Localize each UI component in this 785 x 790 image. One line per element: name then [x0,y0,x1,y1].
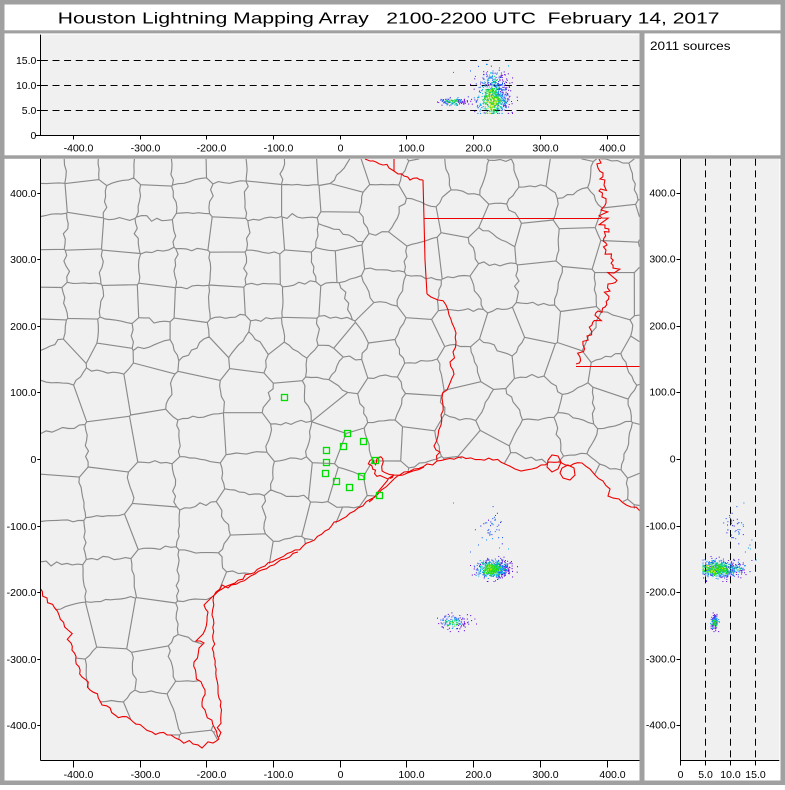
svg-text:100.0: 100.0 [649,387,675,399]
svg-text:-200.0: -200.0 [197,143,227,155]
svg-text:-400.0: -400.0 [64,769,94,781]
svg-text:300.0: 300.0 [649,254,675,266]
svg-text:2011 sources: 2011 sources [650,41,731,53]
svg-text:-100.0: -100.0 [264,143,294,155]
svg-text:300.0: 300.0 [532,143,558,155]
svg-text:300.0: 300.0 [532,769,558,781]
svg-text:200.0: 200.0 [649,321,675,333]
svg-text:-400.0: -400.0 [646,720,676,732]
svg-text:10.0: 10.0 [720,769,741,781]
svg-text:15.0: 15.0 [16,55,37,67]
svg-text:200.0: 200.0 [465,143,491,155]
svg-text:-300.0: -300.0 [131,143,161,155]
svg-text:-400.0: -400.0 [64,143,94,155]
svg-text:200.0: 200.0 [465,769,491,781]
svg-text:-100.0: -100.0 [646,521,676,533]
svg-text:5.0: 5.0 [698,769,713,781]
svg-text:-100.0: -100.0 [264,769,294,781]
svg-text:100.0: 100.0 [398,143,424,155]
svg-text:400.0: 400.0 [599,143,625,155]
svg-text:-300.0: -300.0 [646,654,676,666]
svg-text:100.0: 100.0 [10,387,36,399]
svg-text:Houston Lightning Mapping Arra: Houston Lightning Mapping Array 2100-220… [58,11,720,28]
svg-text:-200.0: -200.0 [7,587,37,599]
svg-text:10.0: 10.0 [16,80,37,92]
svg-text:400.0: 400.0 [10,188,36,200]
svg-text:-300.0: -300.0 [7,654,37,666]
svg-text:400.0: 400.0 [599,769,625,781]
svg-text:-200.0: -200.0 [197,769,227,781]
svg-text:400.0: 400.0 [649,188,675,200]
svg-text:-100.0: -100.0 [7,521,37,533]
svg-text:100.0: 100.0 [398,769,424,781]
svg-text:15.0: 15.0 [745,769,766,781]
svg-text:0: 0 [670,454,676,466]
svg-text:300.0: 300.0 [10,254,36,266]
svg-text:5.0: 5.0 [22,105,37,117]
svg-text:0: 0 [31,454,37,466]
svg-text:200.0: 200.0 [10,321,36,333]
svg-text:-200.0: -200.0 [646,587,676,599]
svg-text:0: 0 [678,769,684,781]
svg-text:-400.0: -400.0 [7,720,37,732]
svg-text:-300.0: -300.0 [131,769,161,781]
svg-text:0: 0 [338,143,344,155]
svg-text:0: 0 [338,769,344,781]
svg-text:0: 0 [31,130,37,142]
